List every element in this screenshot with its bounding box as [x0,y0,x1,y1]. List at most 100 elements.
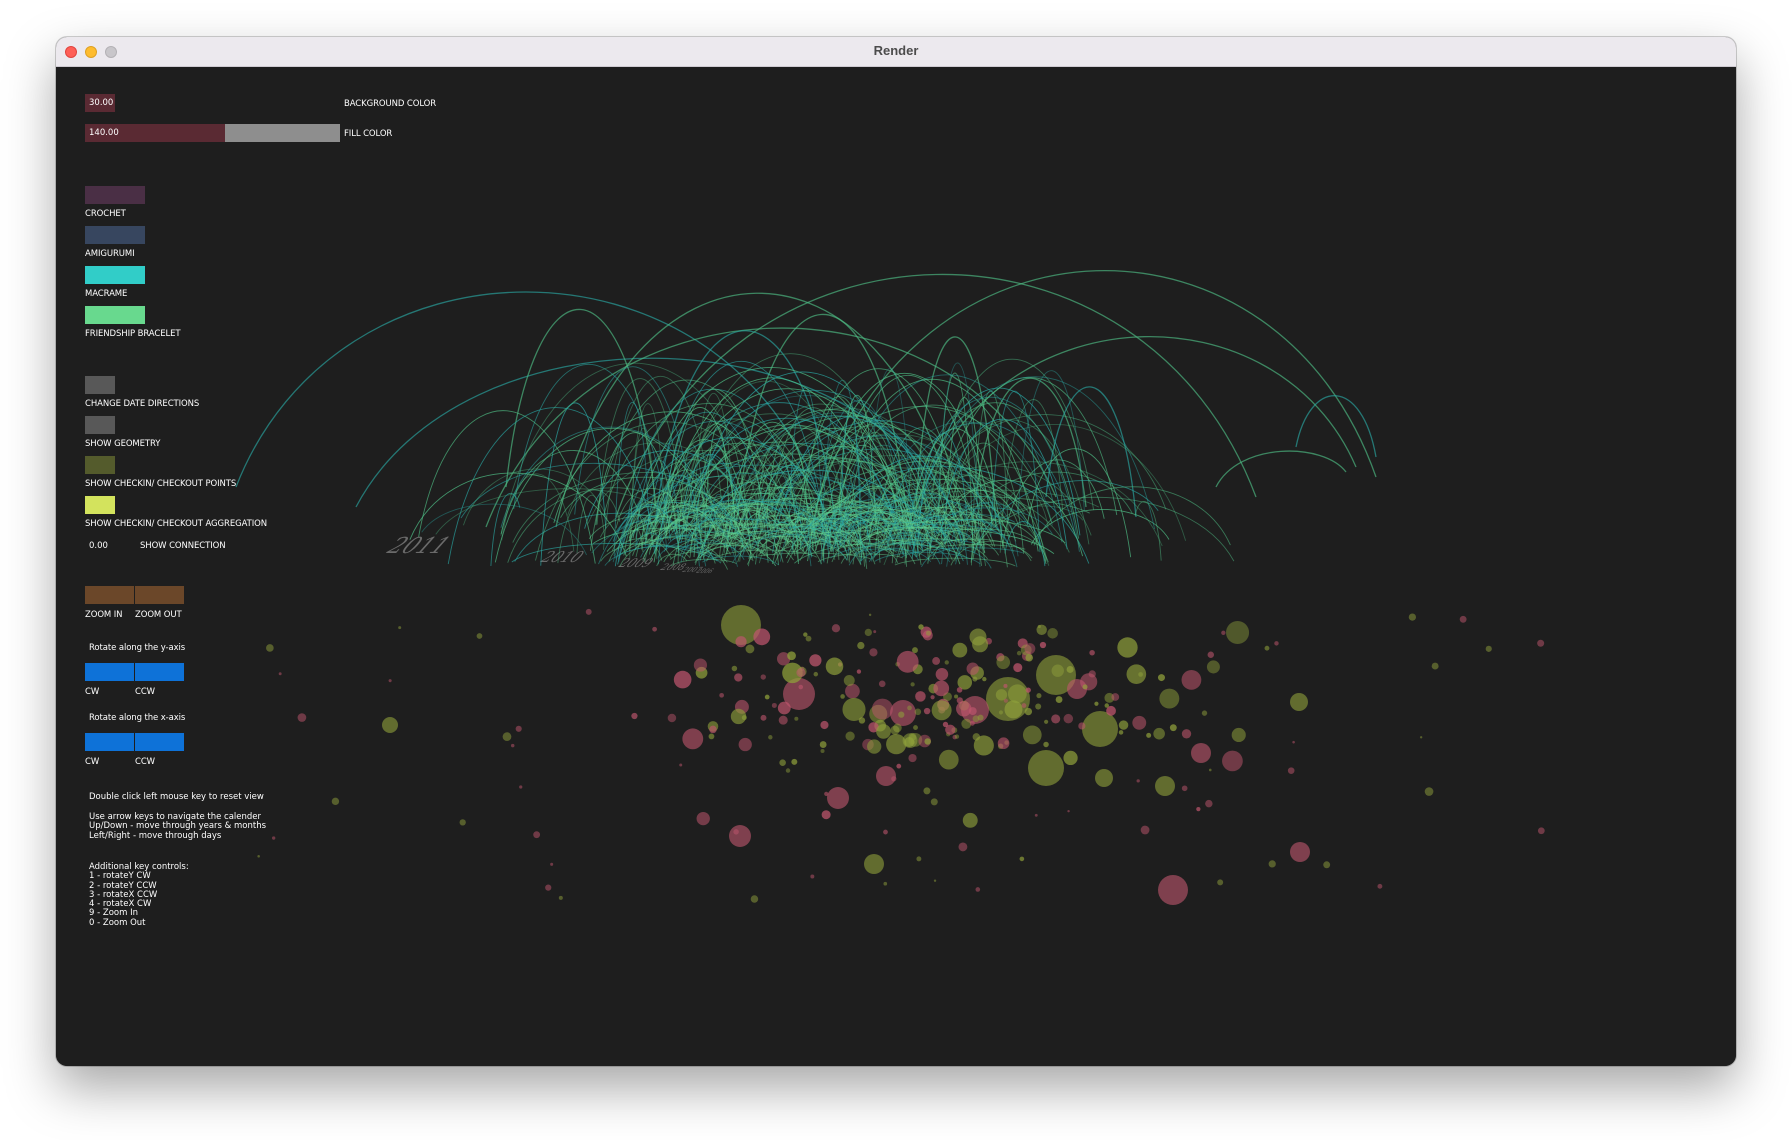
render-window: Render 2011 2010 2009 2008 2007 2006 30.00 BA… [56,37,1736,1066]
crochet-toggle[interactable] [85,186,145,204]
background-color-slider[interactable] [85,94,115,112]
checkin-bubble [969,628,987,646]
connection-arc [1045,386,1137,518]
connection-arc [623,506,673,537]
connection-arc [712,503,790,548]
checkin-bubble [776,652,791,666]
checkin-bubble [1181,729,1192,739]
checkin-bubble [1217,879,1224,886]
checkin-bubble [1118,730,1124,735]
checkin-bubble [824,791,829,796]
connection-arc [872,541,941,565]
rotate-x-ccw-label: CCW [135,757,155,767]
connection-arc [965,502,1003,536]
checkin-bubble [1025,687,1031,693]
connection-arc [689,507,775,531]
connection-arc [975,496,1235,562]
zoom-window-button[interactable] [105,46,117,58]
show-checkin-aggregation-toggle[interactable] [85,496,115,514]
zoom-in-button[interactable] [85,586,134,604]
connection-arc [910,513,1016,526]
checkin-bubble [673,670,692,689]
rotate-y-ccw-button[interactable] [135,663,184,681]
rotate-y-cw-label: CW [85,687,100,697]
connection-arc [954,538,983,566]
checkin-bubble [1036,655,1076,695]
connection-arc [1017,370,1085,512]
checkin-bubble [858,717,866,724]
connection-arc [971,390,1009,566]
checkin-bubble [925,630,932,636]
minimize-window-button[interactable] [85,46,97,58]
connection-arc [927,377,1118,564]
connection-arc [865,368,912,563]
checkin-bubble [778,715,788,725]
checkin-bubble [1191,743,1211,763]
connection-arc [941,419,1090,545]
checkin-bubble [1104,703,1110,708]
change-date-directions-toggle[interactable] [85,376,115,394]
connection-arc [999,488,1049,528]
connection-arc [970,521,1008,568]
checkin-bubble [1459,615,1467,623]
checkin-bubble [696,811,710,826]
checkin-bubble [798,684,804,690]
checkin-bubble [930,695,935,700]
checkin-bubble [738,737,752,752]
checkin-bubble [819,741,827,748]
rotate-x-cw-button[interactable] [85,733,134,751]
connection-arc [678,522,746,540]
show-checkin-points-toggle[interactable] [85,456,115,474]
connection-arc [721,409,928,542]
checkin-bubble [883,829,888,835]
connection-arc [931,518,1049,563]
zoom-out-button[interactable] [135,586,184,604]
macrame-toggle[interactable] [85,266,145,284]
connection-arc [732,530,806,551]
connection-arc [669,551,728,563]
connection-arc [771,406,1052,565]
connection-arc [973,511,985,551]
window-title: Render [873,43,919,58]
year-label-2007: 2007 [680,566,704,574]
connection-value[interactable]: 0.00 [89,541,108,551]
checkin-bubble [753,628,771,646]
connection-arc [889,422,1076,536]
connection-arc [883,523,1004,537]
connection-arc [851,528,980,547]
checkin-bubble [585,608,592,615]
reset-view-hint: Double click left mouse key to reset vie… [89,792,264,802]
connection-arc [879,521,973,532]
rotate-x-ccw-button[interactable] [135,733,184,751]
checkin-bubble [891,776,897,782]
checkin-bubble [876,724,891,739]
checkin-bubble [1034,813,1038,817]
checkin-bubble [997,737,1010,750]
close-window-button[interactable] [65,46,77,58]
render-canvas[interactable]: 2011 2010 2009 2008 2007 2006 30.00 BACKGROUN… [56,67,1736,1066]
friendship-bracelet-toggle[interactable] [85,306,145,324]
checkin-bubble [831,624,841,633]
checkin-bubble [933,680,950,697]
checkin-bubble [1043,741,1049,748]
connection-arc [766,433,809,520]
connection-arc [837,374,985,554]
checkin-bubble [954,734,960,739]
checkin-bubble [764,694,770,700]
checkin-bubble [1016,650,1022,656]
checkin-bubble [1226,620,1250,645]
connection-arc [644,475,805,553]
connection-arc [628,501,668,542]
checkin-bubble [962,812,978,828]
amigurumi-toggle[interactable] [85,226,145,244]
checkin-bubble [1118,720,1129,730]
connection-arc [937,489,1020,530]
show-geometry-toggle[interactable] [85,416,115,434]
connection-arc [737,537,784,563]
checkin-bubble [1021,703,1027,708]
connection-arc [848,537,951,566]
connection-arc [882,514,937,540]
rotate-y-cw-button[interactable] [85,663,134,681]
amigurumi-label: AMIGURUMI [85,249,135,259]
